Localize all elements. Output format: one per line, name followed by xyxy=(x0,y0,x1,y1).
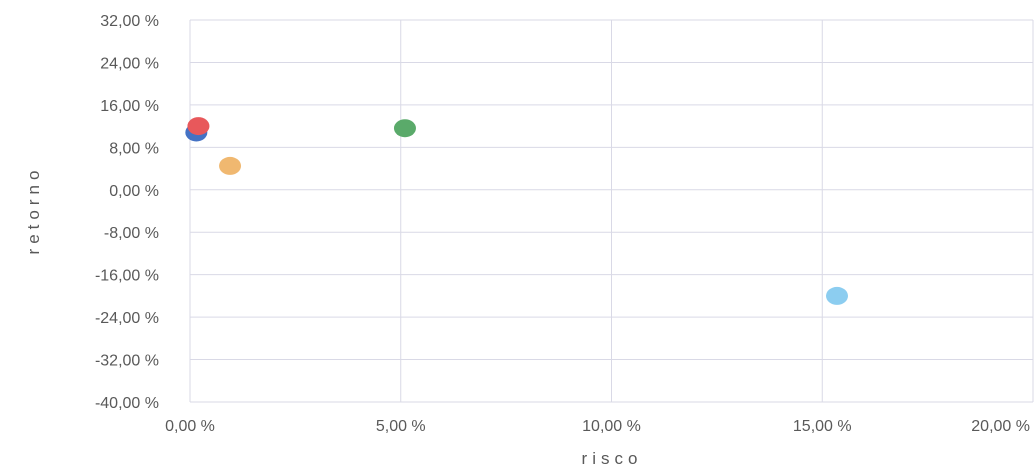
x-tick-label: 20,00 % xyxy=(971,418,1030,435)
y-tick-label: 32,00 % xyxy=(100,13,159,30)
x-tick-label: 15,00 % xyxy=(793,418,852,435)
x-axis-ticks: 0,00 % 5,00 % 10,00 % 15,00 % 20,00 % xyxy=(165,418,1030,435)
data-point xyxy=(393,119,416,138)
y-tick-label: -16,00 % xyxy=(95,268,159,285)
y-axis-ticks: 32,00 % 24,00 % 16,00 % 8,00 % 0,00 % -8,00 %… xyxy=(95,13,159,412)
y-tick-label: -24,00 % xyxy=(95,310,159,327)
x-tick-label: 5,00 % xyxy=(376,418,426,435)
y-tick-label: 8,00 % xyxy=(109,140,159,157)
x-axis-title: risco xyxy=(582,449,643,468)
data-point xyxy=(219,156,242,175)
x-tick-label: 0,00 % xyxy=(165,418,215,435)
grid-lines xyxy=(189,19,1034,403)
data-point xyxy=(826,286,849,305)
x-tick-label: 10,00 % xyxy=(582,418,641,435)
data-points xyxy=(185,117,849,305)
y-tick-label: -40,00 % xyxy=(95,395,159,412)
y-tick-label: 0,00 % xyxy=(109,183,159,200)
y-axis-title: retorno xyxy=(24,166,43,255)
data-point xyxy=(187,117,210,136)
y-tick-label: 24,00 % xyxy=(100,55,159,72)
y-tick-label: 16,00 % xyxy=(100,98,159,115)
y-tick-label: -32,00 % xyxy=(95,353,159,370)
y-tick-label: -8,00 % xyxy=(104,225,159,242)
